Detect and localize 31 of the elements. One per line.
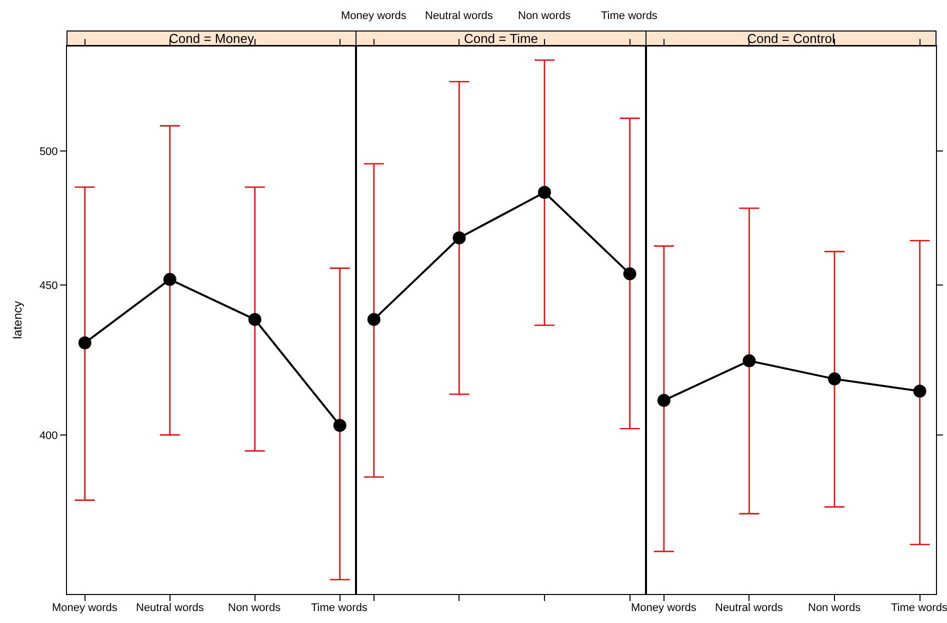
point <box>913 384 926 398</box>
point <box>248 312 262 326</box>
x-tick-label: Non words <box>518 10 572 22</box>
point <box>657 394 670 407</box>
chart-title: Cond = Money <box>169 31 254 46</box>
point <box>538 186 551 199</box>
x-tick-label: Time words <box>891 602 947 614</box>
chart-title: Cond = Time <box>464 31 538 46</box>
y-tick-label: 500 <box>39 146 58 158</box>
point <box>742 354 756 368</box>
point <box>623 267 636 280</box>
x-tick-label: Money words <box>341 10 407 22</box>
y-tick-label: 450 <box>39 280 58 292</box>
point <box>367 312 380 326</box>
y-tick-label: 400 <box>39 430 58 442</box>
y-axis-title: latency <box>10 300 25 340</box>
point <box>333 418 346 432</box>
x-tick-label: Time words <box>601 10 658 22</box>
x-tick-label: Money words <box>631 602 697 614</box>
x-tick-label: Non words <box>808 602 862 614</box>
point <box>163 272 176 286</box>
point <box>828 372 841 386</box>
point <box>78 336 92 350</box>
point <box>452 231 466 244</box>
x-tick-label: Neutral words <box>136 602 204 614</box>
chart-title: Cond = Control <box>747 31 836 46</box>
x-tick-label: Time words <box>311 602 368 614</box>
x-tick-label: Non words <box>228 602 282 614</box>
x-tick-label: Neutral words <box>425 10 494 22</box>
x-tick-label: Money words <box>52 602 118 614</box>
x-tick-label: Neutral words <box>715 602 784 614</box>
